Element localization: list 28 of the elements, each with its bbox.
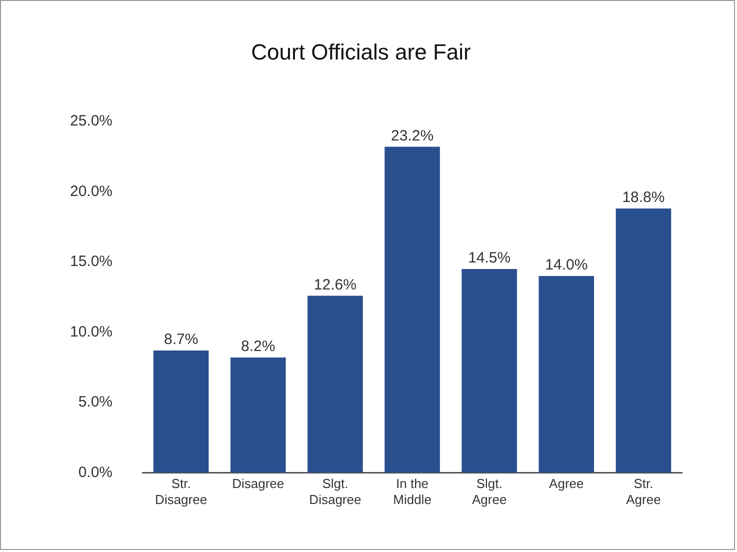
- y-tick-label: 10.0%: [70, 323, 113, 340]
- x-tick-label: Str. Disagree: [155, 476, 208, 507]
- bar: [308, 296, 363, 473]
- x-tick-label: Slgt. Disagree: [309, 476, 362, 507]
- bar: [538, 276, 594, 473]
- chart-title: Court Officials are Fair: [251, 39, 471, 64]
- x-tick-label: Disagree: [232, 476, 284, 492]
- x-tick-label: Str. Agree: [626, 476, 661, 507]
- x-tick-label: Agree: [549, 476, 584, 492]
- data-label: 23.2%: [390, 127, 434, 144]
- data-label: 14.0%: [545, 256, 588, 274]
- y-tick-label: 15.0%: [70, 253, 113, 270]
- y-tick-label: 0.0%: [78, 464, 113, 481]
- bar: [384, 146, 440, 473]
- bar: [616, 208, 672, 473]
- data-label: 8.7%: [164, 331, 198, 348]
- data-label: 14.5%: [468, 250, 511, 267]
- data-label: 18.8%: [622, 189, 665, 206]
- bar: [230, 358, 286, 473]
- bar: [153, 350, 209, 473]
- y-tick-label: 20.0%: [70, 182, 113, 200]
- x-tick-label: Slgt. Agree: [472, 476, 507, 507]
- data-label: 8.2%: [241, 338, 276, 356]
- x-tick-label: In the Middle: [393, 476, 432, 507]
- bar: [462, 268, 517, 473]
- data-label: 12.6%: [314, 276, 356, 294]
- y-tick-label: 5.0%: [78, 394, 113, 411]
- y-tick-label: 25.0%: [70, 112, 113, 130]
